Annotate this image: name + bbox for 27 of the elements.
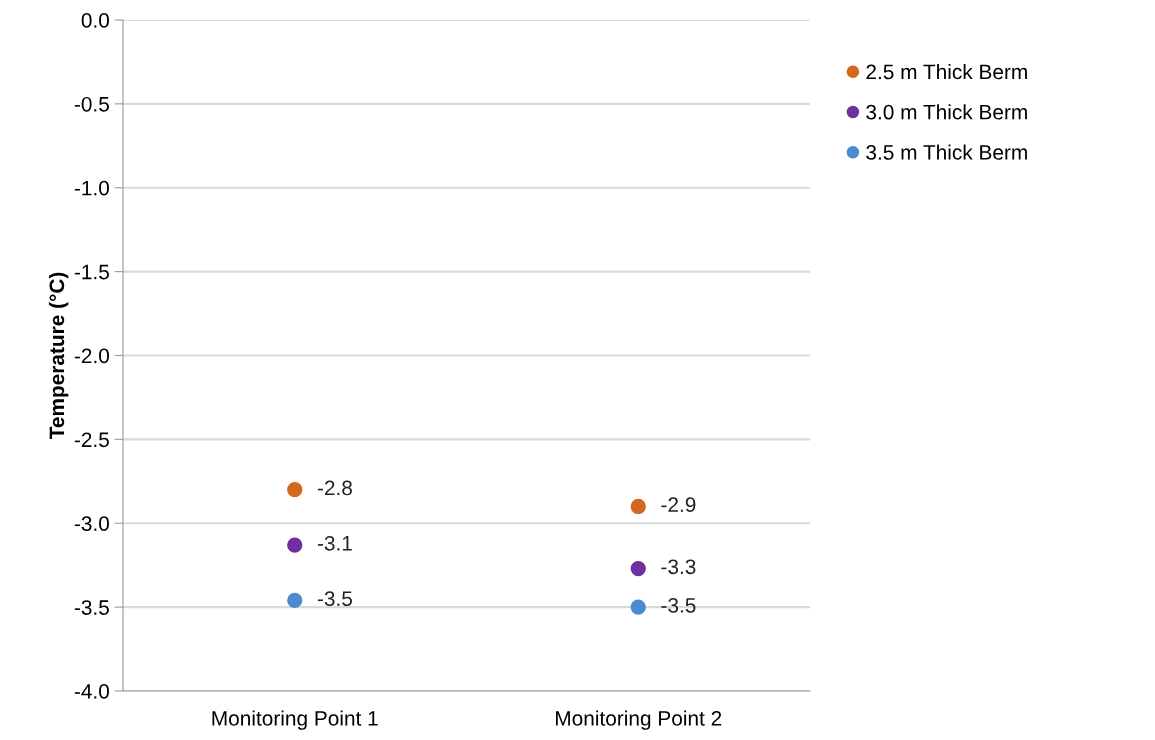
point (287, 592, 303, 609)
y-tick-label: -3.0 (74, 516, 109, 531)
data-label: -3.5 (661, 597, 696, 613)
y-axis-title: Temperature (°C) (48, 272, 69, 440)
y-tick-label: -4.0 (74, 684, 109, 699)
point (630, 560, 646, 577)
y-tick-label: -2.5 (74, 432, 109, 448)
y-tick-label: -1.5 (74, 264, 109, 280)
point (287, 482, 303, 498)
legend-label: 3.0 m Thick Berm (866, 104, 1027, 120)
data-label: -3.3 (661, 559, 696, 575)
data-label: -3.1 (317, 535, 352, 551)
x-tick-label: Monitoring Point 2 (556, 710, 722, 730)
data-label: -2.8 (317, 480, 352, 496)
legend-label: 3.5 m Thick Berm (866, 144, 1027, 160)
point (287, 537, 303, 553)
y-tick-label: 0.0 (81, 13, 109, 28)
y-tick-label: -1.0 (74, 180, 109, 196)
data-label: -2.9 (661, 497, 696, 513)
legend-label: 2.5 m Thick Berm (866, 63, 1027, 80)
y-tick-label: -3.5 (74, 600, 109, 615)
data-label: -3.5 (317, 591, 352, 607)
y-tick-label: -0.5 (74, 96, 109, 112)
point (630, 498, 646, 515)
y-tick-label: -2.0 (74, 348, 109, 364)
point (630, 599, 646, 615)
x-tick-label: Monitoring Point 1 (212, 710, 378, 730)
